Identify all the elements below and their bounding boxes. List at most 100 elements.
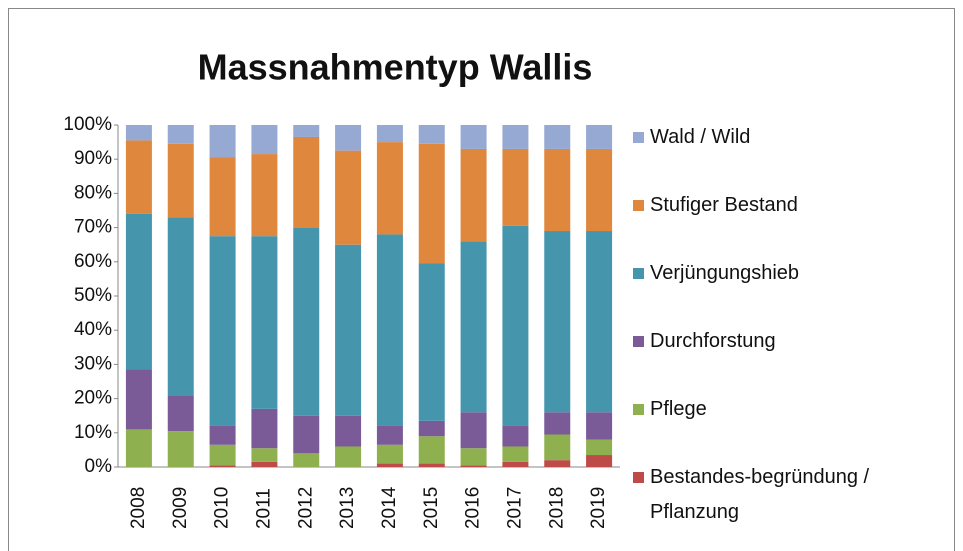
bar-segment	[335, 150, 362, 245]
x-tick-label: 2018	[546, 487, 567, 529]
bar-segment	[293, 136, 320, 228]
bar-segment	[167, 217, 194, 396]
x-tick-label: 2009	[170, 487, 191, 529]
bar-segment	[586, 231, 613, 413]
bar-segment	[376, 425, 403, 445]
bar-segment	[586, 455, 613, 467]
bar-segment	[251, 236, 278, 409]
bar-segment	[544, 125, 571, 149]
x-tick-label: 2012	[295, 487, 316, 529]
bar-segment	[544, 148, 571, 232]
bar-segment	[502, 225, 529, 426]
bar-segment	[418, 436, 445, 464]
bar-segment	[418, 420, 445, 437]
bar-segment	[335, 415, 362, 447]
y-tick-label: 50%	[74, 285, 112, 306]
legend-swatch	[633, 472, 644, 483]
bar-segment	[460, 148, 487, 242]
bar-segment	[251, 448, 278, 462]
bar-segment	[418, 263, 445, 421]
bar-segment	[544, 231, 571, 413]
y-tick-label: 20%	[74, 388, 112, 409]
y-tick-label: 90%	[74, 148, 112, 169]
bar-segment	[125, 429, 152, 467]
x-tick-label: 2011	[253, 488, 274, 529]
bar-segment	[125, 213, 152, 370]
bar-segment	[167, 431, 194, 467]
bar-segment	[125, 125, 152, 141]
bar-segment	[502, 461, 529, 467]
bar-segment	[502, 125, 529, 149]
bar-segment	[335, 446, 362, 467]
bar-segment	[251, 408, 278, 449]
legend-swatch	[633, 132, 644, 143]
bar-segment	[544, 434, 571, 461]
chart-title: Massnahmentyp Wallis	[198, 47, 593, 88]
bar-segment	[335, 244, 362, 416]
bar-segment	[376, 125, 403, 143]
bar-segment	[460, 448, 487, 466]
bar-segment	[586, 125, 613, 149]
y-tick-label: 60%	[74, 251, 112, 272]
bar-segment	[418, 143, 445, 264]
legend-label: Bestandes-begründung / Pflanzung	[650, 466, 870, 523]
bar-segment	[376, 234, 403, 426]
bar-segment	[460, 412, 487, 449]
bar-segment	[209, 125, 236, 158]
bar-segment	[167, 395, 194, 432]
bar-segment	[460, 125, 487, 149]
legend-label: Wald / Wild	[650, 126, 751, 148]
x-tick-label: 2010	[212, 487, 233, 529]
legend-label: Durchforstung	[650, 330, 776, 352]
x-tick-label: 2013	[337, 487, 358, 529]
bar-segment	[125, 140, 152, 214]
y-tick-label: 70%	[74, 217, 112, 238]
x-tick-label: 2015	[421, 487, 442, 529]
bar-segment	[209, 236, 236, 426]
bar-segment	[460, 241, 487, 413]
bar-segment	[376, 444, 403, 464]
legend-swatch	[633, 404, 644, 415]
bar-segment	[544, 460, 571, 467]
bar-segment	[502, 148, 529, 226]
y-tick-label: 40%	[74, 319, 112, 340]
bar-segment	[293, 125, 320, 137]
bar-segment	[209, 425, 236, 445]
bar-segment	[293, 453, 320, 467]
bar-segment	[335, 125, 362, 151]
y-tick-label: 100%	[63, 114, 112, 135]
x-tick-label: 2016	[463, 487, 484, 529]
bar-segment	[376, 142, 403, 235]
bar-segment	[209, 157, 236, 237]
bar-segment	[418, 125, 445, 144]
bar-segment	[167, 143, 194, 218]
legend-label: Verjüngungshieb	[650, 262, 800, 284]
bar-segment	[544, 412, 571, 435]
bar-segment	[502, 425, 529, 447]
bar-segment	[586, 148, 613, 232]
x-tick-label: 2019	[588, 487, 609, 529]
y-tick-label: 80%	[74, 182, 112, 203]
x-tick-label: 2008	[128, 487, 149, 529]
x-tick-label: 2014	[379, 486, 400, 529]
bar-segment	[586, 439, 613, 456]
bar-segment	[376, 463, 403, 467]
legend-label: Stufiger Bestand	[650, 194, 798, 216]
legend-swatch	[633, 200, 644, 211]
y-tick-label: 10%	[74, 422, 112, 443]
y-tick-label: 0%	[85, 456, 113, 477]
bar-segment	[167, 125, 194, 144]
bar-segment	[251, 461, 278, 467]
legend-label: Pflege	[650, 398, 707, 420]
bar-segment	[209, 465, 236, 467]
legend-swatch	[633, 268, 644, 279]
bar-segment	[293, 227, 320, 416]
bar-segment	[460, 465, 487, 467]
legend-swatch	[633, 336, 644, 347]
bar-segment	[502, 446, 529, 462]
bar-segment	[209, 444, 236, 466]
x-tick-label: 2017	[504, 487, 525, 529]
bar-segment	[586, 412, 613, 440]
